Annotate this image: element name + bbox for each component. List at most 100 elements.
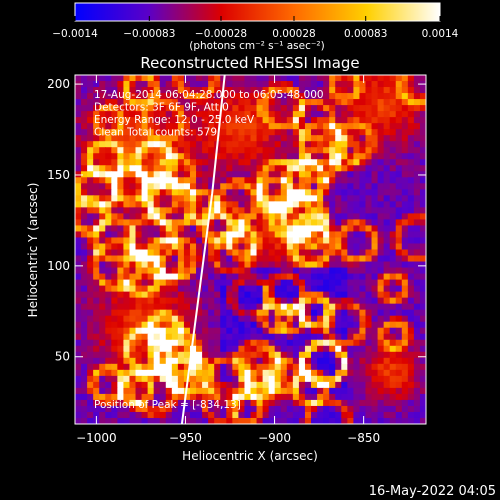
heatmap-pixel [226,327,233,335]
heatmap-pixel [395,261,403,269]
heatmap-pixel [274,105,282,112]
x-tick-label: −850 [347,431,380,445]
heatmap-pixel [347,111,354,118]
heatmap-pixel [353,225,361,233]
heatmap-pixel [159,171,167,178]
heatmap-pixel [129,225,137,233]
heatmap-pixel [347,93,354,100]
heatmap-pixel [165,411,173,419]
heatmap-pixel [159,273,167,281]
heatmap-pixel [298,309,306,317]
heatmap-pixel [274,99,282,106]
heatmap-pixel [81,123,88,130]
heatmap-pixel [256,213,264,221]
heatmap-pixel [323,243,330,251]
heatmap-pixel [105,261,112,269]
heatmap-pixel [105,117,112,124]
heatmap-pixel [419,345,426,353]
heatmap-pixel [383,339,391,347]
heatmap-pixel [232,195,239,202]
heatmap-pixel [220,159,227,166]
heatmap-pixel [123,117,131,124]
heatmap-pixel [407,273,415,281]
heatmap-pixel [202,399,209,407]
heatmap-pixel [359,219,367,227]
heatmap-pixel [395,333,403,341]
heatmap-pixel [389,237,397,245]
heatmap-pixel [117,333,125,341]
heatmap-pixel [244,93,252,100]
heatmap-pixel [129,189,137,196]
x-tick-label: −1000 [76,431,117,445]
heatmap-pixel [268,117,276,124]
heatmap-pixel [189,171,197,178]
heatmap-pixel [202,249,209,257]
heatmap-pixel [383,393,391,401]
heatmap-pixel [335,183,342,190]
heatmap-pixel [286,93,294,100]
heatmap-pixel [208,255,215,263]
heatmap-pixel [365,261,373,269]
heatmap-pixel [117,261,125,269]
heatmap-pixel [232,201,239,208]
heatmap-pixel [123,165,131,172]
heatmap-pixel [135,237,143,245]
heatmap-pixel [365,183,373,190]
heatmap-pixel [202,111,209,118]
heatmap-pixel [220,309,227,317]
heatmap-pixel [147,129,155,136]
heatmap-pixel [111,351,118,359]
heatmap-pixel [274,417,282,424]
colorbar-gradient [74,2,441,22]
heatmap-pixel [117,339,125,347]
heatmap-pixel [407,333,415,341]
heatmap-pixel [389,369,397,377]
heatmap-pixel [81,327,88,335]
heatmap-pixel [274,135,282,142]
heatmap-pixel [189,399,197,407]
heatmap-pixel [214,351,221,359]
heatmap-pixel [292,231,300,239]
heatmap-pixel [189,369,197,377]
heatmap-pixel [238,339,246,347]
heatmap-pixel [105,387,112,395]
heatmap-pixel [413,381,421,389]
heatmap-pixel [413,309,421,317]
heatmap-pixel [111,189,118,196]
heatmap-pixel [268,315,276,323]
heatmap-pixel [262,123,270,130]
heatmap-pixel [413,291,421,299]
heatmap-pixel [93,141,100,148]
heatmap-pixel [196,147,203,154]
heatmap-pixel [304,357,312,365]
heatmap-pixel [220,381,227,389]
heatmap-pixel [159,195,167,202]
heatmap-pixel [99,195,106,202]
x-tick-label: −900 [258,431,291,445]
heatmap-pixel [329,255,336,263]
heatmap-pixel [75,141,82,148]
heatmap-pixel [377,111,385,118]
heatmap-pixel [123,387,131,395]
heatmap-pixel [75,381,82,389]
heatmap-pixel [335,309,342,317]
heatmap-pixel [323,183,330,190]
heatmap-pixel [371,279,379,287]
heatmap-pixel [383,123,391,130]
heatmap-pixel [323,345,330,353]
heatmap-pixel [413,327,421,335]
heatmap-pixel [141,375,149,383]
heatmap-pixel [93,345,100,353]
heatmap-pixel [268,183,276,190]
heatmap-pixel [317,159,324,166]
heatmap-pixel [75,213,82,221]
heatmap-pixel [177,105,185,112]
annotation-line: Detectors: 3F 6F 9F, Att 0 [94,102,229,114]
heatmap-pixel [147,285,155,293]
heatmap-pixel [317,213,324,221]
heatmap-pixel [335,387,342,395]
heatmap-pixel [377,387,385,395]
heatmap-pixel [335,195,342,202]
heatmap-pixel [268,345,276,353]
heatmap-pixel [274,351,282,359]
